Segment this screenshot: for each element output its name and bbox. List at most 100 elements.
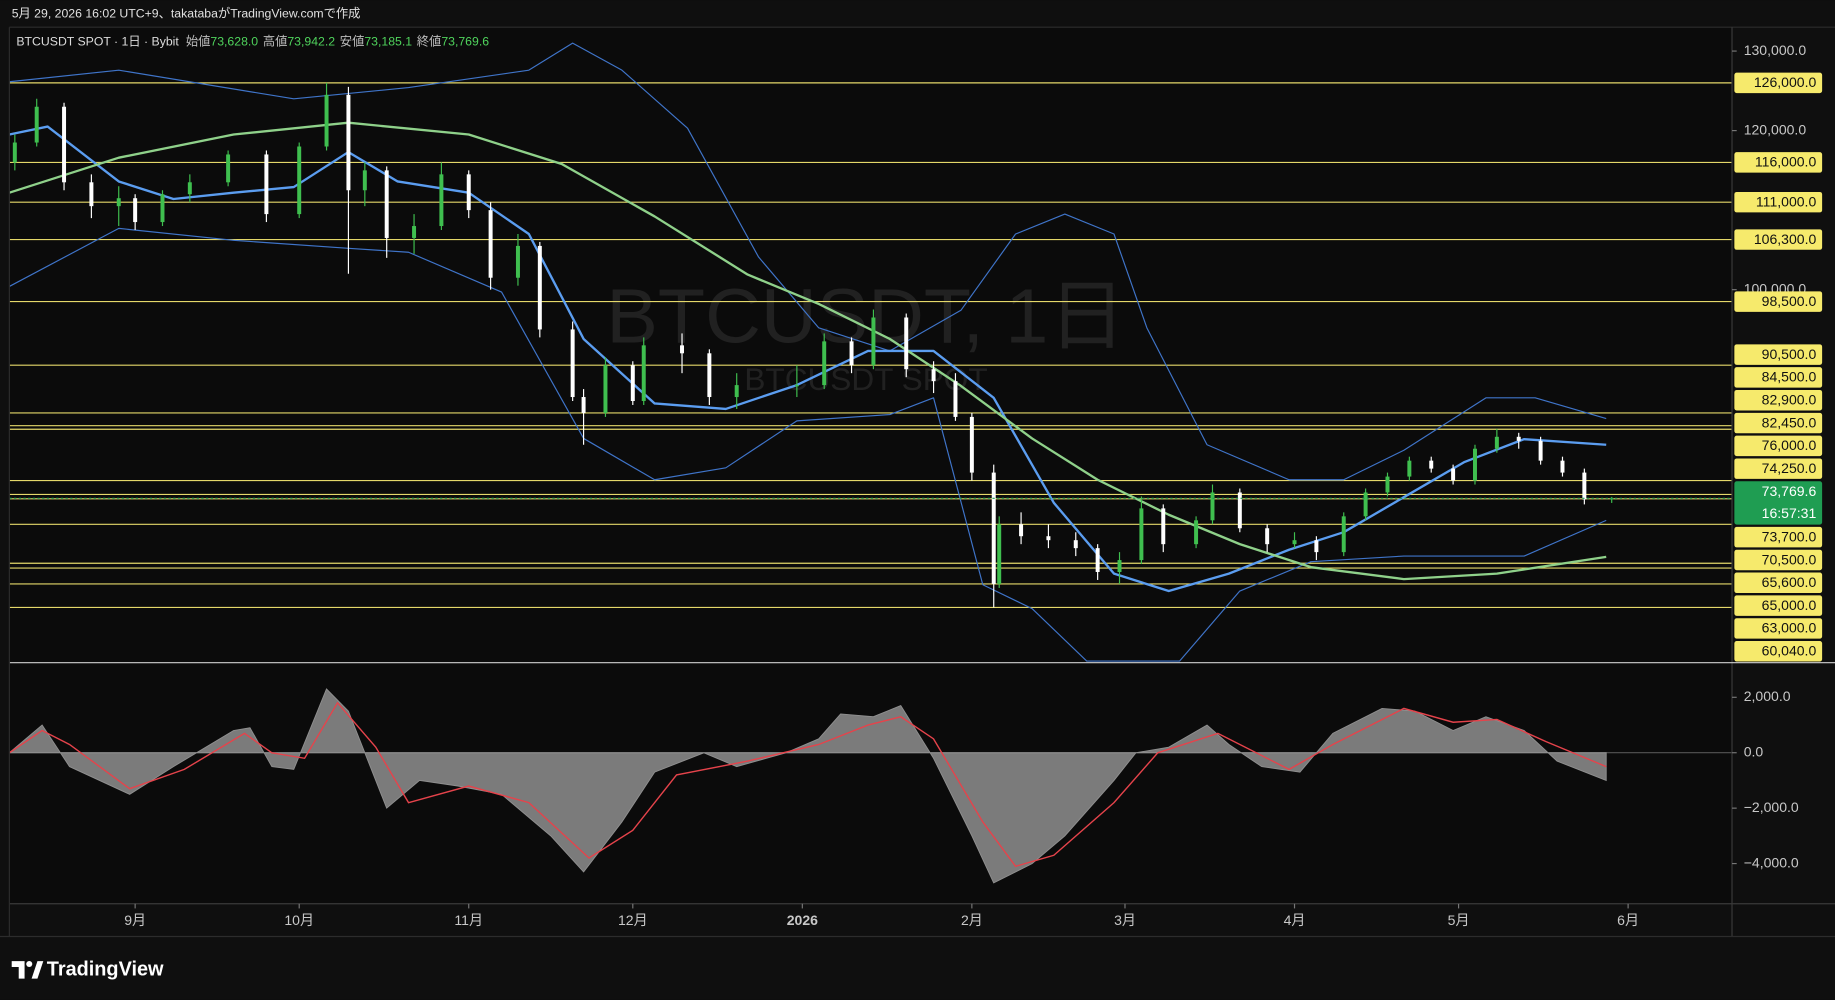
last-price-label: 73,769.6 [1762,483,1817,499]
axes: 9月 10月 11月 12月 2026 2月 3月 4月 5月 6月 [0,26,1835,938]
level-label: 90,500.0 [1762,346,1817,362]
candle-body [1046,536,1051,541]
legend-title: BTCUSDT SPOT · 1日 · Bybit [16,35,179,49]
candle-body [1073,540,1078,549]
candle-body [1292,540,1297,545]
candle-body [1407,460,1412,477]
level-label-box [1734,389,1823,411]
candle-body [1237,492,1242,529]
candle-body [953,381,958,417]
logo-dot [26,960,33,968]
candle-body [871,317,876,366]
candle-body [581,397,586,413]
candle-body [264,154,269,215]
candle-body [1210,492,1215,521]
legend-label: 始値 [186,34,211,49]
candle-body [62,106,67,183]
candle-body [931,369,936,382]
candle-body [346,94,351,191]
candle-body [630,365,635,402]
level-label-box [1734,618,1823,639]
candle-body [1582,472,1587,500]
x-tick-label: 2026 [787,912,818,928]
candle-body [488,210,493,278]
level-label: 82,450.0 [1762,414,1817,430]
countdown-label: 16:57:31 [1762,505,1817,521]
candle-body [1363,492,1368,517]
candle-body [1095,548,1100,573]
legend-label: 安値 [340,34,365,49]
level-label: 106,300.0 [1754,231,1817,247]
candle-body [1429,460,1434,469]
legend-value: 73,942.2 [287,35,335,49]
level-label: 116,000.0 [1755,154,1817,170]
candle-body [1494,436,1499,449]
candle-body [1472,448,1477,481]
candle-body [187,182,192,195]
candle-body [822,341,827,386]
level-label: 65,000.0 [1762,597,1817,613]
y-tick-label: −4,000.0 [1744,854,1799,870]
candle-body [412,226,417,238]
candle-body [1161,508,1166,545]
legend-label: 終値 [417,34,442,49]
candle-body [1516,436,1521,441]
candle-body [515,245,520,278]
level-label-box [1734,72,1823,94]
candle-body [133,198,138,223]
candle-body [603,365,608,413]
candle-body [34,106,39,143]
candle-body [680,345,685,354]
level-label-box [1734,572,1823,594]
header-caption: 5月 29, 2026 16:02 UTC+9、takatabaがTrading… [12,6,361,21]
level-label-box [1734,229,1823,250]
legend-value: 73,185.1 [364,35,412,49]
indicator-line [9,42,1607,481]
candle-body [641,345,646,402]
level-label-box [1734,152,1823,173]
level-label: 74,250.0 [1762,460,1817,476]
level-label-box [1734,526,1823,548]
candle-body [439,174,444,227]
signal-line [9,701,1607,868]
level-label: 63,000.0 [1762,620,1817,636]
candle-body [1538,440,1543,461]
level-label-box [1734,367,1823,388]
candle-body [1019,524,1024,537]
candle-body [794,385,799,387]
price-axis-labels: 130,000.0120,000.0100,000.0126,000.0116,… [1734,42,1823,870]
candle-body [997,524,1002,584]
brand-name: TradingView [47,959,164,981]
level-label: 111,000.0 [1756,193,1817,209]
candle-body [1451,468,1456,481]
level-label-box [1734,458,1823,479]
level-label: 60,040.0 [1762,643,1817,659]
level-label: 98,500.0 [1762,293,1817,309]
level-label-box [1734,191,1823,213]
candle-body [707,353,712,398]
last-price-box [1734,481,1823,525]
candle-body [297,146,302,215]
candle-body [1341,516,1346,553]
x-tick-label: 4月 [1284,912,1306,928]
x-tick-label: 11月 [454,912,483,928]
candle-body [362,170,367,191]
level-label: 65,600.0 [1762,574,1817,590]
brand-logo: TradingView [11,959,164,981]
logo-mark [11,961,25,979]
level-label: 76,000.0 [1762,437,1817,453]
level-label-box [1734,412,1823,434]
candle-body [226,154,231,183]
candle-body [849,341,854,366]
level-label-box [1734,344,1823,365]
candle-body [466,174,471,211]
level-label: 70,500.0 [1762,551,1817,567]
y-tick-label: 2,000.0 [1744,688,1791,704]
candle-body [1117,560,1122,573]
level-label: 82,900.0 [1762,392,1817,408]
y-tick-label: 0.0 [1744,743,1764,759]
level-label-box [1734,595,1823,616]
price-pane [9,42,1733,662]
